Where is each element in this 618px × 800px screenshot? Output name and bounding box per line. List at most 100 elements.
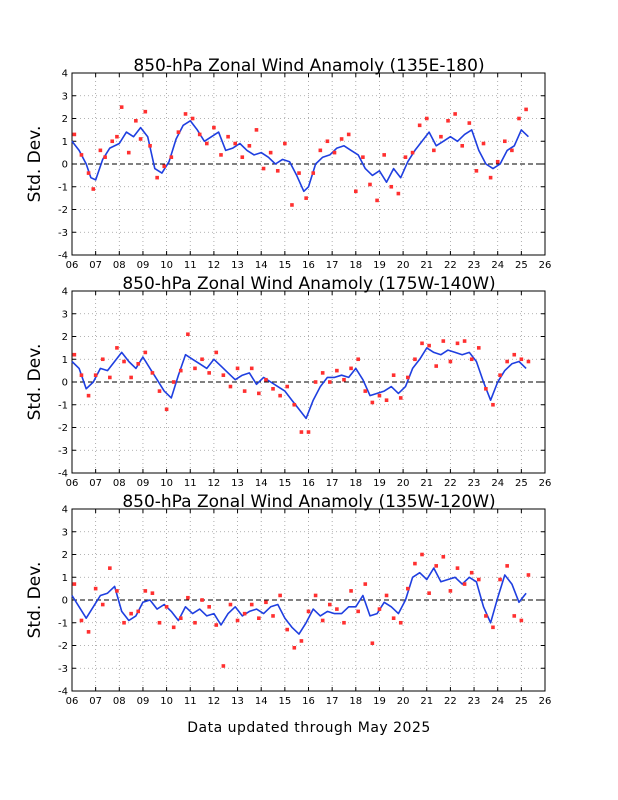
data-point <box>481 141 486 146</box>
plot-area-1: 06 07 08 09 10 11 12 13 14 15 16 17 18 19 20 21 22 23 24 25… <box>58 69 551 272</box>
plot-area-3: 06 07 08 09 10 11 12 13 14 15 16 17 18 19 20 21 22 23 24 25… <box>58 505 551 708</box>
data-point <box>212 125 216 130</box>
chart-title-1: 850-hPa Zonal Wind Anamoly (135E-180) <box>133 56 484 76</box>
y-tick-label: -4 <box>58 469 68 480</box>
data-point <box>318 148 323 153</box>
data-updated-footer: Data updated through May 2025 <box>187 720 431 736</box>
data-point <box>285 384 290 389</box>
x-tick-label: 06 <box>66 260 79 271</box>
x-tick-label: 07 <box>89 260 102 271</box>
data-point <box>356 609 360 614</box>
y-tick-label: 0 <box>62 596 68 607</box>
data-point <box>207 605 211 609</box>
data-point <box>335 607 339 611</box>
x-tick-label: 22 <box>444 696 457 707</box>
data-point <box>271 387 275 391</box>
data-point <box>178 616 183 620</box>
data-point <box>79 373 84 377</box>
data-point <box>505 564 509 568</box>
data-point <box>484 614 488 618</box>
data-point <box>278 593 282 598</box>
data-point <box>257 616 261 620</box>
data-point <box>257 391 261 396</box>
data-point <box>484 387 488 391</box>
x-tick-label: 18 <box>349 478 362 489</box>
data-point <box>268 150 273 155</box>
data-point <box>370 400 375 405</box>
x-tick-label: 24 <box>491 260 504 271</box>
data-point <box>72 352 77 357</box>
x-tick-label: 12 <box>208 260 221 271</box>
data-point <box>148 144 152 148</box>
chart-title-2: 850-hPa Zonal Wind Anamoly (175W-140W) <box>122 274 495 294</box>
y-tick-label: -2 <box>58 205 68 216</box>
data-point <box>134 118 138 123</box>
data-point <box>108 375 112 380</box>
data-point <box>214 350 219 355</box>
y-tick-label: 0 <box>62 160 68 171</box>
data-point <box>441 339 446 343</box>
data-point <box>434 364 439 368</box>
data-point <box>361 155 365 159</box>
data-point <box>115 589 119 593</box>
data-point <box>382 153 386 157</box>
data-point <box>375 198 379 203</box>
data-point <box>377 393 382 398</box>
data-point <box>434 564 439 568</box>
data-point <box>304 196 308 200</box>
y-axis-label-1: Std. Dev. <box>25 126 45 203</box>
x-tick-label: 11 <box>184 260 197 271</box>
y-tick-label: 4 <box>62 287 68 298</box>
x-tick-label: 10 <box>160 696 173 707</box>
x-tick-label: 12 <box>208 696 221 707</box>
data-point <box>417 123 422 128</box>
data-point <box>171 625 176 630</box>
data-point <box>86 630 91 634</box>
y-tick-label: 2 <box>62 332 68 343</box>
data-point <box>424 116 429 121</box>
data-point <box>278 393 282 398</box>
data-point <box>363 582 368 586</box>
data-point <box>290 203 294 207</box>
x-tick-label: 10 <box>160 260 173 271</box>
data-point <box>413 561 417 566</box>
data-point <box>448 589 453 593</box>
data-point <box>214 623 219 627</box>
x-tick-label: 11 <box>184 696 197 707</box>
x-tick-label: 22 <box>444 260 457 271</box>
data-point <box>462 339 467 343</box>
data-point <box>498 373 502 377</box>
y-tick-label: 2 <box>62 114 68 125</box>
data-point <box>524 107 528 112</box>
x-tick-label: 20 <box>397 478 410 489</box>
data-point <box>91 187 96 191</box>
x-tick-label: 09 <box>137 696 150 707</box>
data-point <box>186 332 190 337</box>
data-point <box>271 614 275 618</box>
x-tick-label: 15 <box>278 478 291 489</box>
data-point <box>467 121 472 125</box>
y-tick-label: 0 <box>62 378 68 389</box>
y-tick-label: -2 <box>58 423 68 434</box>
x-tick-label: 23 <box>468 260 481 271</box>
data-point <box>249 366 254 371</box>
x-tick-label: 15 <box>278 260 291 271</box>
plot-area-2: 06 07 08 09 10 11 12 13 14 15 16 17 18 19 20 21 22 23 24 25… <box>58 287 551 490</box>
data-point <box>93 373 98 377</box>
data-point <box>441 554 446 559</box>
chart-panel-3: 850-hPa Zonal Wind Anamoly (135W-120W) S… <box>25 492 551 707</box>
data-point <box>275 169 280 173</box>
x-tick-label: 24 <box>491 696 504 707</box>
data-point <box>519 618 524 623</box>
data-point <box>138 137 143 141</box>
data-point <box>377 607 382 611</box>
data-point <box>86 171 91 175</box>
x-tick-label: 20 <box>397 260 410 271</box>
x-tick-label: 25 <box>515 478 528 489</box>
chart-panel-2: 850-hPa Zonal Wind Anamoly (175W-140W) S… <box>25 274 551 489</box>
data-point <box>171 380 176 384</box>
data-point <box>207 371 211 375</box>
data-point <box>389 184 394 189</box>
data-point <box>474 169 479 173</box>
